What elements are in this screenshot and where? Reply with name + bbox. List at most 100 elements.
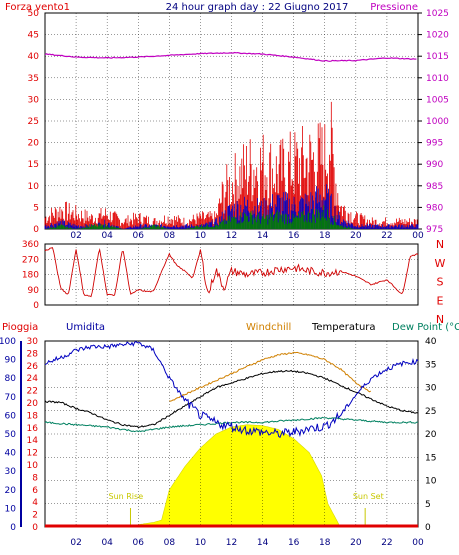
- humidity-tick: 20: [5, 486, 17, 496]
- plot1-left-tick: 40: [28, 52, 40, 62]
- rain-tick: 12: [27, 449, 38, 459]
- temp-tick: 20: [425, 430, 437, 440]
- plot1-left-tick: 10: [28, 182, 40, 192]
- plot1-left-tick: 25: [28, 117, 39, 127]
- plot1-x-tick: 02: [70, 231, 81, 241]
- temp-tick: 0: [425, 523, 431, 533]
- plot1-right-tick: 995: [426, 139, 443, 149]
- plot3-x-tick: 12: [226, 538, 237, 548]
- rain-tick: 30: [27, 337, 39, 347]
- rain-tick: 24: [27, 374, 39, 384]
- plot1-x-tick: 16: [288, 231, 300, 241]
- series-temperatura: [44, 369, 419, 429]
- plot1-right-tick: 1010: [426, 74, 449, 84]
- humidity-tick: 90: [5, 356, 17, 366]
- humidity-tick: 50: [5, 430, 17, 440]
- rain-tick: 2: [32, 511, 38, 521]
- series-wind-aux-2: [45, 205, 355, 229]
- plot1-right-tick: 1000: [426, 117, 449, 127]
- humidity-tick: 10: [5, 504, 17, 514]
- plot1-x-tick: 10: [195, 231, 207, 241]
- plot2-left-tick: 270: [22, 255, 39, 265]
- plot1-right-tick: 975: [426, 225, 443, 235]
- chart-title: 24 hour graph day : 22 Giugno 2017: [166, 2, 349, 13]
- humidity-tick: 100: [0, 337, 16, 347]
- plot1-right-tick: 1025: [426, 9, 449, 19]
- rain-tick: 10: [27, 461, 39, 471]
- wind-label: Forza vento1: [5, 2, 70, 13]
- humidity-tick: 60: [5, 411, 17, 421]
- plot1-right-tick: 985: [426, 182, 443, 192]
- plot2-left-tick: 0: [33, 301, 39, 311]
- humidity-tick: 80: [5, 374, 17, 384]
- plot3-x-tick: 16: [288, 538, 300, 548]
- plot3-x-tick: 14: [257, 538, 269, 548]
- windchill-label: Windchill: [246, 322, 291, 333]
- plot2-left-tick: 180: [22, 271, 39, 281]
- compass-label: E: [437, 294, 444, 307]
- plot1-left-tick: 30: [28, 95, 40, 105]
- wind-direction-line: [44, 247, 419, 298]
- plot1-right-tick: 990: [426, 160, 443, 170]
- plot2-left-tick: 360: [22, 240, 39, 250]
- temp-tick: 40: [425, 337, 437, 347]
- rain-tick: 28: [27, 349, 39, 359]
- plot1-x-tick: 08: [164, 231, 176, 241]
- humidity-label: Umidita: [66, 322, 105, 333]
- plot1-x-tick: 00: [412, 231, 424, 241]
- rain-tick: 8: [32, 473, 38, 483]
- plot3-x-tick: 04: [101, 538, 113, 548]
- temperature-label: Temperatura: [311, 322, 376, 333]
- compass-label: N: [436, 313, 444, 326]
- pressure-label: Pressione: [370, 2, 418, 13]
- plot1-right-tick: 1020: [426, 31, 449, 41]
- rain-tick: 6: [32, 486, 38, 496]
- plot1-left-tick: 0: [33, 225, 39, 235]
- rain-label: Pioggia: [2, 322, 38, 333]
- plot3-x-tick: 18: [319, 538, 331, 548]
- plot3-x-tick: 10: [195, 538, 207, 548]
- plot3-x-tick: 02: [70, 538, 81, 548]
- temp-tick: 25: [425, 407, 436, 417]
- plot1-x-tick: 22: [381, 231, 392, 241]
- plot1-x-tick: 18: [319, 231, 331, 241]
- temp-tick: 10: [425, 477, 437, 487]
- plot1-left-tick: 20: [28, 139, 40, 149]
- plot1-left-tick: 50: [28, 9, 40, 19]
- rain-tick: 0: [32, 523, 38, 533]
- plot1-x-tick: 06: [133, 231, 145, 241]
- rain-tick: 26: [27, 362, 39, 372]
- humidity-tick: 40: [5, 449, 17, 459]
- dewpoint-label: Dew Point (°C: [392, 322, 459, 333]
- sun-set-label: Sun Set: [353, 492, 384, 501]
- series-umidita: [44, 340, 419, 439]
- plot1-right-tick: 1005: [426, 95, 449, 105]
- plot1-right-tick: 1015: [426, 52, 449, 62]
- humidity-tick: 30: [5, 467, 17, 477]
- rain-tick: 22: [27, 387, 38, 397]
- plot3-x-tick: 08: [164, 538, 176, 548]
- plot3-x-tick: 20: [350, 538, 362, 548]
- compass-label: S: [437, 276, 444, 289]
- plot1-left-tick: 15: [28, 160, 39, 170]
- plot1-x-tick: 14: [257, 231, 269, 241]
- rain-tick: 4: [32, 498, 38, 508]
- plot1-x-tick: 04: [101, 231, 113, 241]
- plot3-x-tick: 06: [133, 538, 145, 548]
- rain-tick: 18: [27, 411, 39, 421]
- rain-tick: 14: [27, 436, 39, 446]
- rain-tick: 16: [27, 424, 39, 434]
- sun-rise-label: Sun Rise: [108, 492, 143, 501]
- plot3-x-tick: 22: [381, 538, 392, 548]
- series-pressione: [44, 51, 417, 62]
- humidity-tick: 70: [5, 393, 17, 403]
- plot1-left-tick: 35: [28, 74, 39, 84]
- temp-tick: 35: [425, 360, 436, 370]
- temp-tick: 30: [425, 384, 437, 394]
- temp-tick: 15: [425, 453, 436, 463]
- plot2-left-tick: 90: [28, 286, 40, 296]
- compass-label: N: [436, 238, 444, 251]
- pressure-line: [44, 51, 417, 62]
